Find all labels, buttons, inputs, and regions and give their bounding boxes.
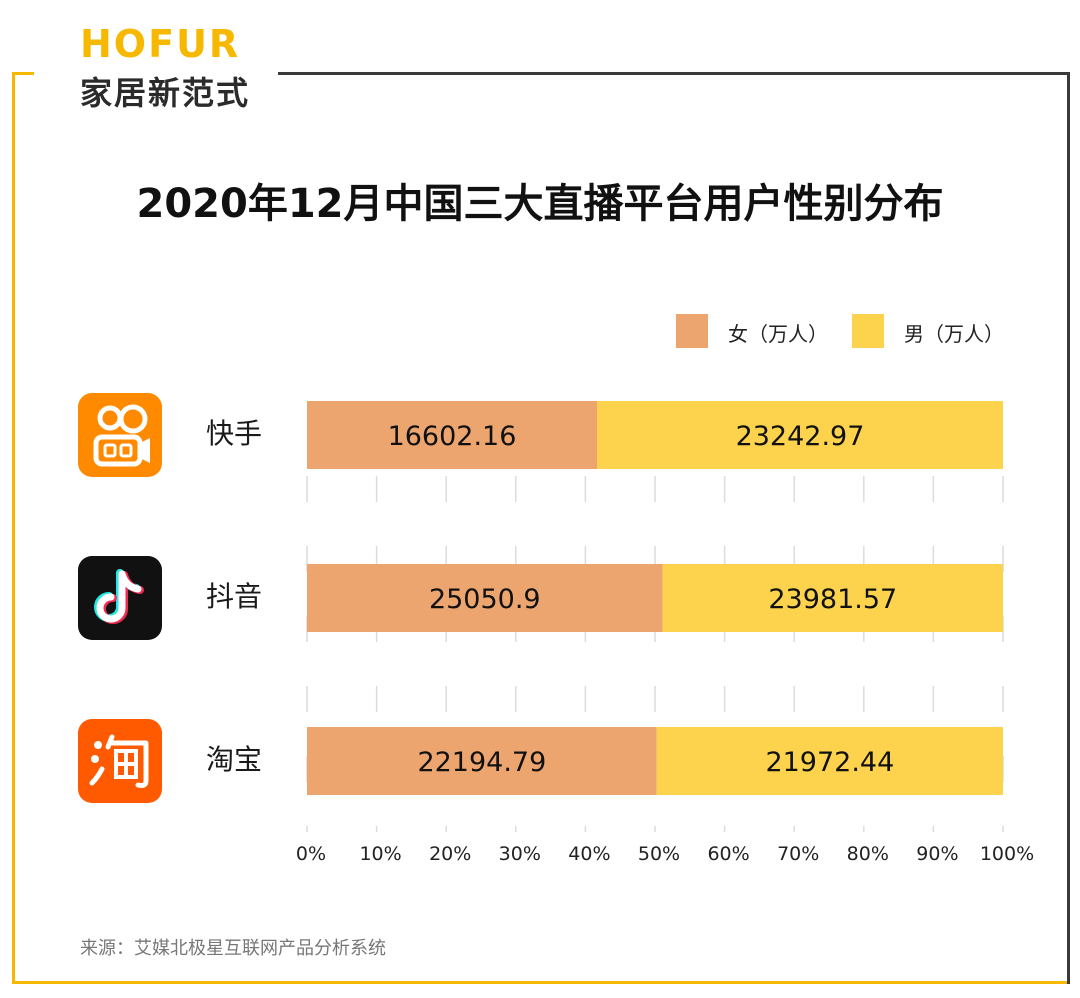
legend-swatch-female: [676, 314, 708, 348]
bar-value-label: 23242.97: [736, 421, 865, 452]
bar-segment-female: [307, 727, 657, 795]
x-tick-label: 30%: [499, 843, 541, 865]
bar-segment-male: [597, 401, 1003, 469]
x-tick-label: 70%: [777, 843, 819, 865]
x-tick-label: 90%: [916, 843, 958, 865]
brand-tagline: 家居新范式: [80, 74, 251, 112]
x-tick-label: 0%: [296, 843, 326, 865]
bar-value-label: 21972.44: [765, 747, 894, 778]
x-tick-label: 60%: [707, 843, 749, 865]
x-tick-label: 50%: [638, 843, 680, 865]
bar-value-label: 16602.16: [388, 421, 517, 452]
bar-value-label: 25050.9: [429, 584, 541, 615]
bar-segment-female: [307, 401, 598, 469]
bar-segment-female: [307, 564, 663, 632]
douyin-icon: [78, 556, 162, 640]
x-tick-label: 40%: [568, 843, 610, 865]
source-note: 来源：艾媒北极星互联网产品分析系统: [80, 938, 386, 959]
frame-top-line: [278, 72, 1070, 75]
legend-label-female: 女（万人）: [728, 322, 828, 346]
legend-label-male: 男（万人）: [904, 322, 1004, 346]
frame-left-line: [12, 72, 15, 984]
bar-value-label: 22194.79: [417, 747, 546, 778]
kuaishou-icon: [78, 393, 162, 477]
app-name-kuaishou: 快手: [206, 417, 263, 450]
chart-title: 2020年12月中国三大直播平台用户性别分布: [136, 181, 944, 227]
frame-bottom-line: [12, 981, 1070, 984]
frame-top-left-stub: [12, 72, 34, 75]
bar-segment-male: [662, 564, 1003, 632]
x-tick-label: 80%: [847, 843, 889, 865]
legend-swatch-male: [852, 314, 884, 348]
app-name-douyin: 抖音: [206, 580, 263, 613]
bar-value-label: 23981.57: [768, 584, 897, 615]
app-name-taobao: 淘宝: [206, 743, 263, 776]
taobao-icon: [78, 719, 162, 803]
x-tick-label: 10%: [359, 843, 401, 865]
x-tick-label: 100%: [980, 843, 1034, 865]
bar-segment-male: [656, 727, 1003, 795]
x-tick-label: 20%: [429, 843, 471, 865]
frame-right-line: [1067, 72, 1070, 984]
brand-logo: HOFUR: [80, 22, 241, 66]
